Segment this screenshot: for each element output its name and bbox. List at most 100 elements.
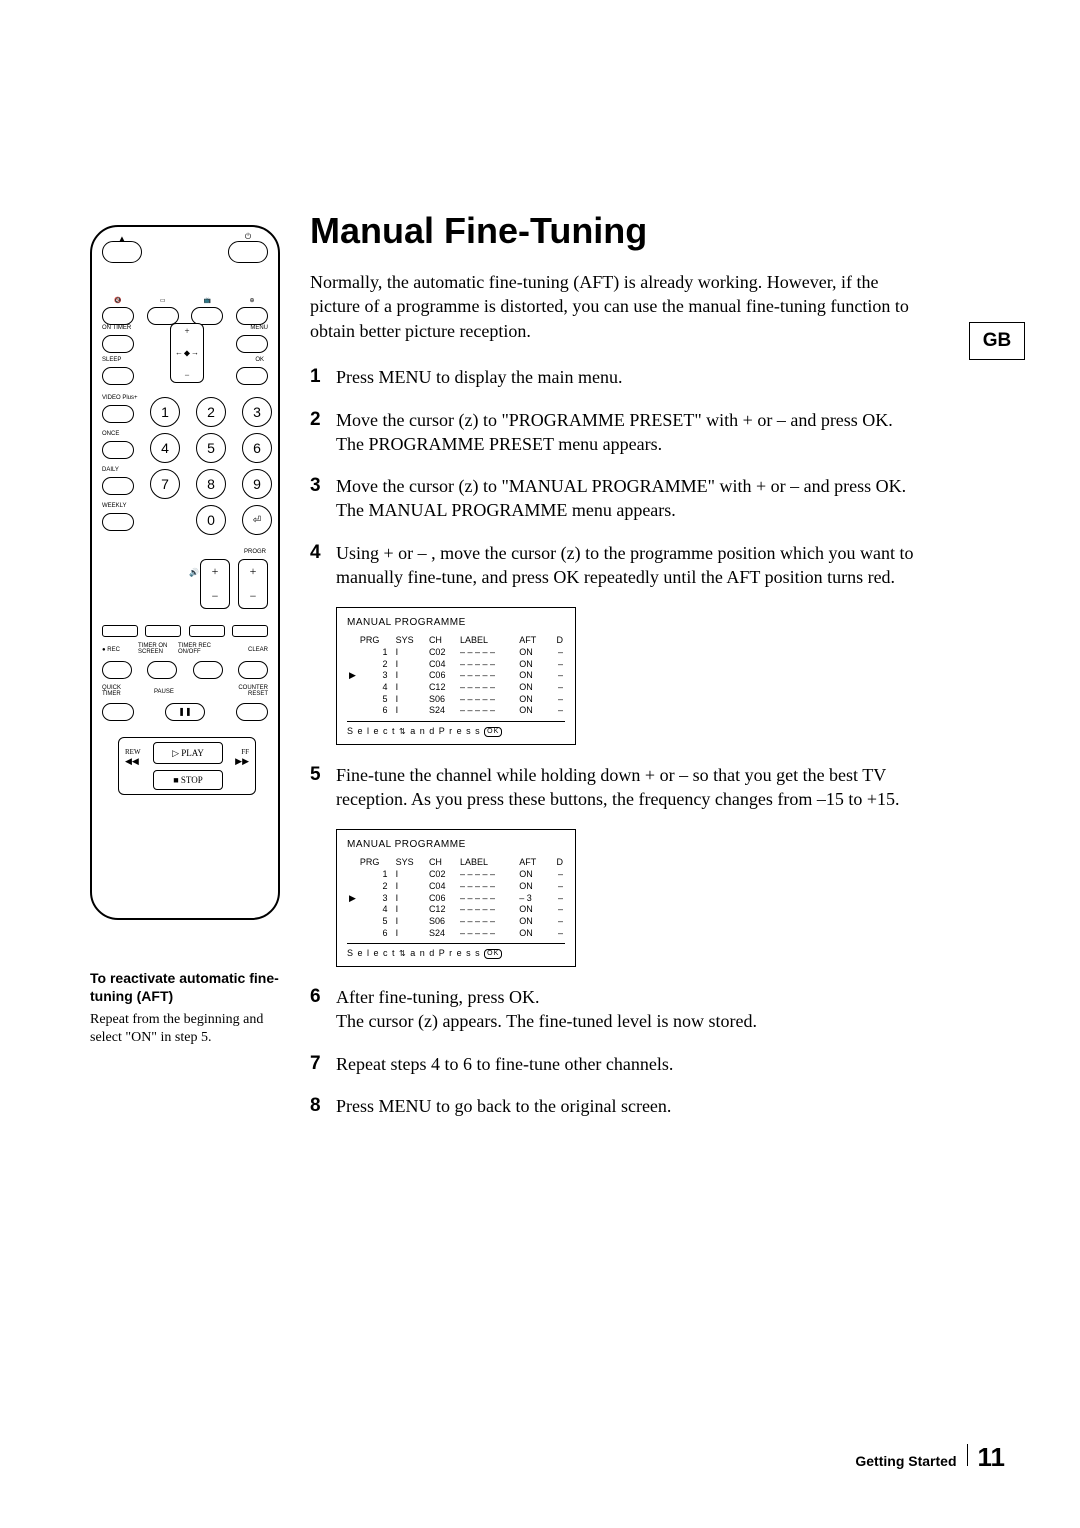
counter-reset-label: COUNTER RESET [232, 685, 268, 697]
col-aft: AFT [517, 857, 549, 869]
step-3: 3 Move the cursor (z) to "MANUAL PROGRAM… [310, 474, 930, 523]
num-9: 9 [242, 469, 272, 499]
quick-timer-label: QUICK TIMER [102, 685, 132, 697]
once-button [102, 441, 134, 459]
table-row: 5IS06– – – – –ON– [347, 916, 565, 928]
clear-button [238, 661, 268, 679]
daily-button [102, 477, 134, 495]
step-number: 3 [310, 474, 336, 523]
ff-label: FF [241, 748, 249, 756]
col-sys: SYS [394, 857, 427, 869]
step-1: 1 Press MENU to display the main menu. [310, 365, 930, 390]
rew-icon: ◀◀ [125, 756, 139, 767]
stop-button: ■ STOP [153, 770, 223, 790]
videoplus-label: VIDEO Plus+ [102, 395, 138, 401]
table-row: 2IC04– – – – –ON– [347, 659, 565, 671]
step-6: 6 After fine-tuning, press OK. The curso… [310, 985, 930, 1034]
step-number: 7 [310, 1052, 336, 1077]
osd-footer-select: S e l e c t [347, 948, 396, 958]
step-text: Press MENU to go back to the original sc… [336, 1094, 671, 1119]
osd-table: PRG SYS CH LABEL AFT D 1IC02– – – – –ON–… [347, 857, 565, 939]
sidebar-note: To reactivate automatic fine-tuning (AFT… [90, 970, 285, 1047]
osd-menu-1: MANUAL PROGRAMME PRG SYS CH LABEL AFT D … [336, 607, 576, 745]
step-number: 4 [310, 541, 336, 590]
menu-label: MENU [250, 325, 268, 331]
table-row: 2IC04– – – – –ON– [347, 881, 565, 893]
timer-rec-onoff-button [193, 661, 223, 679]
num-5: 5 [196, 433, 226, 463]
osd-footer: S e l e c t ⇅ a n d P r e s s OK [347, 943, 565, 960]
col-prg: PRG [358, 635, 394, 647]
col-sys: SYS [394, 635, 427, 647]
power-button: ⏻ [228, 241, 268, 263]
rew-label: REW [125, 748, 141, 756]
step-text: After fine-tuning, press OK. The cursor … [336, 985, 757, 1034]
table-row: 6IS24– – – – –ON– [347, 928, 565, 940]
pause-button: ❚❚ [165, 703, 205, 721]
col-aft: AFT [517, 635, 549, 647]
transport-cluster: ▷ PLAY REW ◀◀ FF ▶▶ ■ STOP [118, 737, 256, 795]
osd-ok-icon: OK [484, 949, 502, 959]
col-label: LABEL [458, 857, 517, 869]
page-title: Manual Fine-Tuning [310, 210, 930, 252]
quick-timer-button [102, 703, 134, 721]
timer-on-screen-button [147, 661, 177, 679]
ok-label: OK [255, 357, 264, 363]
on-timer-button [102, 335, 134, 353]
page-number: 11 [978, 1442, 1006, 1473]
small-btn-2 [145, 625, 181, 637]
small-btn-3 [189, 625, 225, 637]
pause-label: PAUSE [154, 689, 174, 695]
mute-button [102, 307, 134, 325]
step-number: 8 [310, 1094, 336, 1119]
main-content: Manual Fine-Tuning Normally, the automat… [310, 210, 930, 1137]
step-4: 4 Using + or – , move the cursor (z) to … [310, 541, 930, 590]
input-button [236, 307, 268, 325]
osd-title: MANUAL PROGRAMME [347, 838, 565, 851]
intro-paragraph: Normally, the automatic fine-tuning (AFT… [310, 270, 930, 343]
step-text: Move the cursor (z) to "MANUAL PROGRAMME… [336, 474, 906, 523]
on-timer-label: ON TIMER [102, 325, 131, 331]
col-ch: CH [427, 635, 458, 647]
ok-button [236, 367, 268, 385]
weekly-label: WEEKLY [102, 503, 127, 509]
col-d: D [549, 857, 565, 869]
table-row: ▶3IC06– – – – –ON– [347, 670, 565, 682]
num-1: 1 [150, 397, 180, 427]
menu-button [236, 335, 268, 353]
num-6: 6 [242, 433, 272, 463]
num-2: 2 [196, 397, 226, 427]
num-7: 7 [150, 469, 180, 499]
osd-title: MANUAL PROGRAMME [347, 616, 565, 629]
osd-footer-select: S e l e c t [347, 726, 396, 736]
enter-button: ⏎ [242, 505, 272, 535]
osd-footer: S e l e c t ⇅ a n d P r e s s OK [347, 721, 565, 738]
small-btn-4 [232, 625, 268, 637]
osd-table: PRG SYS CH LABEL AFT D 1IC02– – – – –ON–… [347, 635, 565, 717]
table-row: 1IC02– – – – –ON– [347, 869, 565, 881]
language-tab: GB [969, 322, 1025, 360]
step-number: 2 [310, 408, 336, 457]
step-8: 8 Press MENU to go back to the original … [310, 1094, 930, 1119]
table-row: 1IC02– – – – –ON– [347, 647, 565, 659]
clear-label: CLEAR [248, 647, 268, 653]
videoplus-button [102, 405, 134, 423]
step-2: 2 Move the cursor (z) to "PROGRAMME PRES… [310, 408, 930, 457]
sidebar-body: Repeat from the beginning and select "ON… [90, 1011, 285, 1047]
progr-rocker: + − [238, 559, 268, 609]
step-7: 7 Repeat steps 4 to 6 to fine-tune other… [310, 1052, 930, 1077]
col-prg: PRG [358, 857, 394, 869]
play-button: ▷ PLAY [153, 742, 223, 764]
osd-footer-press: a n d P r e s s [410, 726, 480, 736]
table-row: 4IC12– – – – –ON– [347, 904, 565, 916]
step-text: Using + or – , move the cursor (z) to th… [336, 541, 930, 590]
once-label: ONCE [102, 431, 119, 437]
osd-footer-press: a n d P r e s s [410, 948, 480, 958]
step-5: 5 Fine-tune the channel while holding do… [310, 763, 930, 812]
table-row: 5IS06– – – – –ON– [347, 694, 565, 706]
col-label: LABEL [458, 635, 517, 647]
osd-menu-2: MANUAL PROGRAMME PRG SYS CH LABEL AFT D … [336, 829, 576, 967]
col-d: D [549, 635, 565, 647]
weekly-button [102, 513, 134, 531]
num-4: 4 [150, 433, 180, 463]
